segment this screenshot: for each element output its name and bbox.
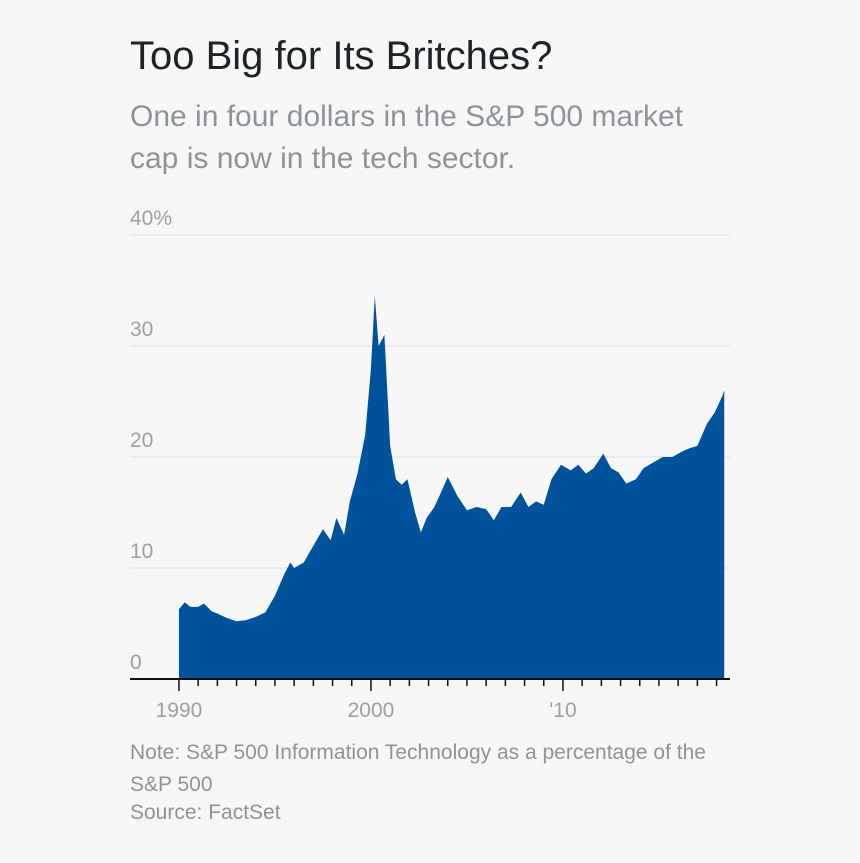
x-tick-label: 1990 (156, 699, 203, 722)
y-tick-label: 0 (130, 651, 142, 674)
y-tick-label: 30 (130, 318, 153, 341)
area (178, 296, 725, 679)
chart-title: Too Big for Its Britches? (130, 34, 553, 78)
note: Note: S&P 500 Information Technology as … (130, 741, 706, 796)
source: Source: FactSet (130, 801, 281, 824)
x-tick-label: '10 (549, 699, 576, 722)
y-tick-label: 20 (130, 429, 153, 452)
chart-subtitle: One in four dollars in the S&P 500 marke… (130, 100, 684, 175)
y-tick-label: 10 (130, 540, 153, 563)
x-tick-label: 2000 (348, 699, 395, 722)
y-tick-label: 40% (130, 207, 172, 230)
